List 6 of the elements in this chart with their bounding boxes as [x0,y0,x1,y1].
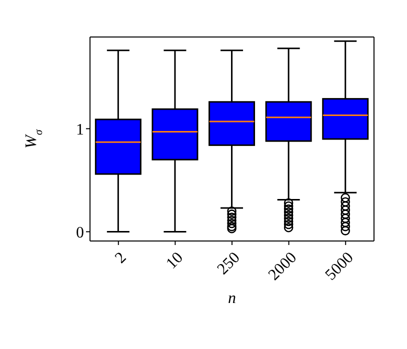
x-axis-title: n [228,290,236,307]
y-tick-label: 1 [76,121,84,138]
y-tick-label: 0 [76,224,84,242]
x-tick-label: 2 [112,249,130,267]
x-tick-label: 10 [163,249,187,272]
x-tick-label: 250 [214,249,244,278]
